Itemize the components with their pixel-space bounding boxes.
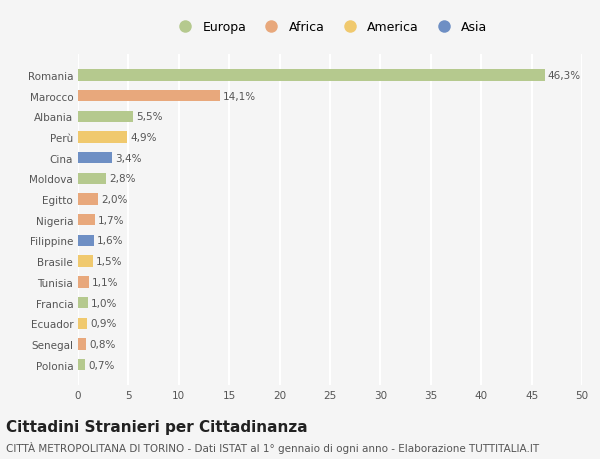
Bar (78, 359, 85, 370)
Text: 0,8%: 0,8% (89, 339, 115, 349)
Bar (78, 339, 86, 350)
Text: 1,6%: 1,6% (97, 236, 124, 246)
Text: 1,7%: 1,7% (98, 215, 125, 225)
Text: 0,9%: 0,9% (90, 319, 116, 329)
Bar (78, 70, 545, 81)
Text: 5,5%: 5,5% (136, 112, 163, 122)
Text: CITTÀ METROPOLITANA DI TORINO - Dati ISTAT al 1° gennaio di ogni anno - Elaboraz: CITTÀ METROPOLITANA DI TORINO - Dati IST… (6, 442, 539, 453)
Bar (78, 194, 98, 205)
Text: 1,1%: 1,1% (92, 277, 119, 287)
Text: 2,0%: 2,0% (101, 195, 128, 205)
Text: 46,3%: 46,3% (548, 71, 581, 81)
Bar (78, 91, 220, 102)
Bar (78, 153, 112, 164)
Bar (78, 297, 88, 308)
Text: 0,7%: 0,7% (88, 360, 115, 370)
Text: 14,1%: 14,1% (223, 91, 256, 101)
Bar (78, 318, 87, 329)
Text: 2,8%: 2,8% (109, 174, 136, 184)
Bar (78, 174, 106, 185)
Bar (78, 277, 89, 288)
Text: 4,9%: 4,9% (130, 133, 157, 143)
Text: 1,0%: 1,0% (91, 298, 118, 308)
Legend: Europa, Africa, America, Asia: Europa, Africa, America, Asia (170, 18, 490, 36)
Text: 1,5%: 1,5% (96, 257, 122, 267)
Text: 3,4%: 3,4% (115, 153, 142, 163)
Bar (78, 215, 95, 226)
Bar (78, 235, 94, 246)
Bar (78, 256, 93, 267)
Text: Cittadini Stranieri per Cittadinanza: Cittadini Stranieri per Cittadinanza (6, 419, 308, 434)
Bar (78, 112, 133, 123)
Bar (78, 132, 127, 143)
